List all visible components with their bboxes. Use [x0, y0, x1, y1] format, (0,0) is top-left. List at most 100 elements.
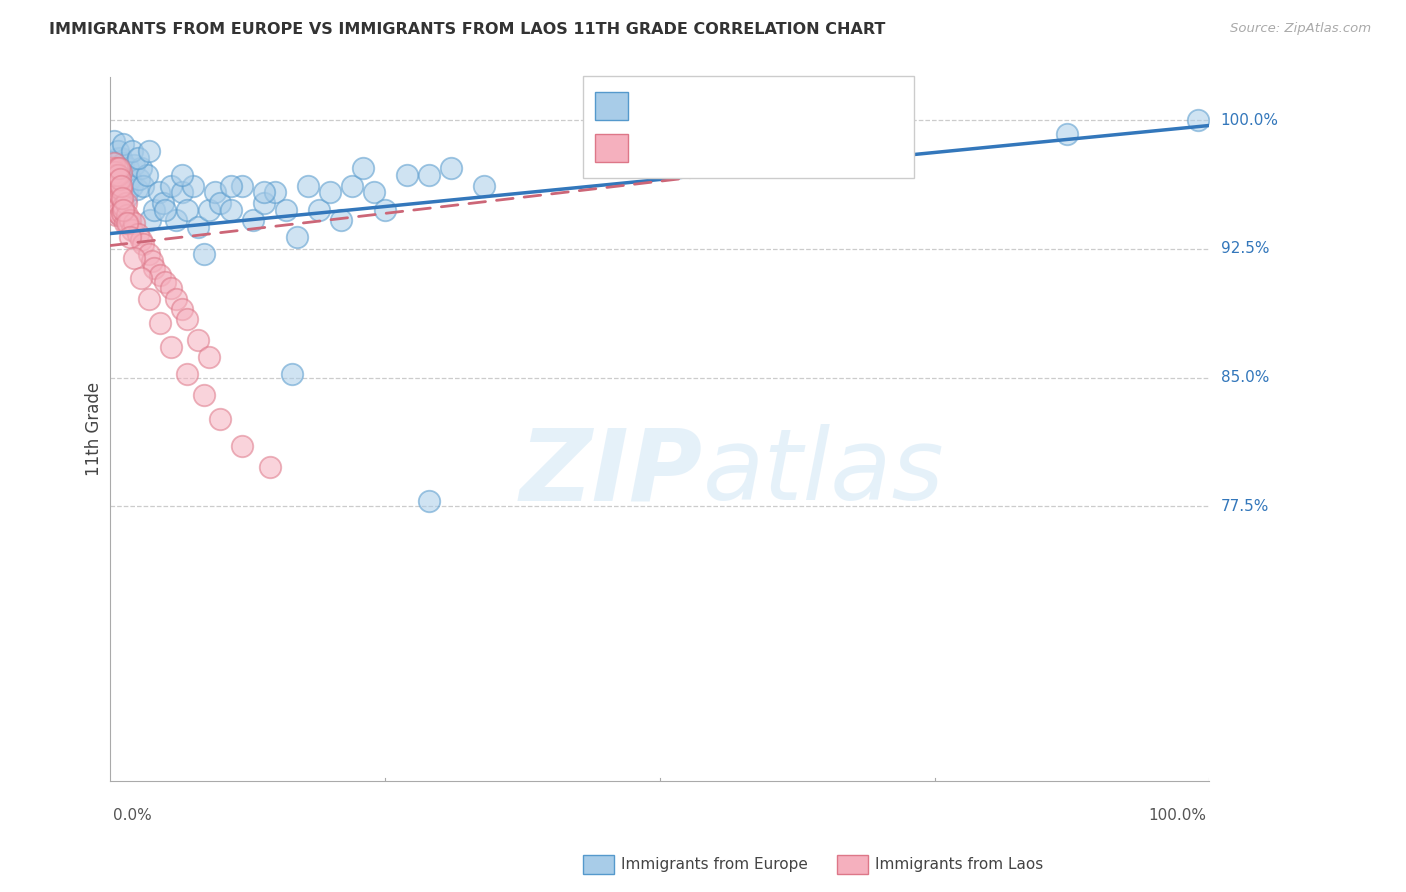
- Point: [165, 292, 187, 306]
- Point: [152, 195, 174, 210]
- Point: [115, 216, 138, 230]
- Point: [176, 367, 198, 381]
- Point: [170, 186, 193, 200]
- Point: [319, 186, 342, 200]
- Point: [124, 251, 146, 265]
- Point: [159, 340, 181, 354]
- Point: [104, 182, 127, 196]
- Point: [104, 186, 127, 200]
- Point: [143, 202, 166, 217]
- Point: [352, 161, 374, 176]
- Point: [103, 134, 125, 148]
- Point: [253, 195, 276, 210]
- Point: [112, 199, 135, 213]
- Point: [100, 168, 122, 182]
- Point: [124, 158, 146, 172]
- Text: Immigrants from Europe: Immigrants from Europe: [621, 857, 808, 871]
- Point: [103, 168, 125, 182]
- Point: [104, 168, 127, 182]
- Text: 100.0%: 100.0%: [1149, 808, 1206, 823]
- Point: [120, 212, 142, 227]
- Point: [127, 151, 149, 165]
- Point: [117, 216, 139, 230]
- Point: [107, 186, 129, 200]
- Point: [231, 178, 253, 193]
- Point: [440, 161, 463, 176]
- Point: [148, 186, 170, 200]
- Point: [108, 182, 131, 196]
- Point: [204, 186, 226, 200]
- Point: [101, 160, 124, 174]
- Point: [101, 175, 124, 189]
- Text: ZIP: ZIP: [520, 425, 703, 521]
- Point: [198, 350, 221, 364]
- Point: [105, 186, 128, 200]
- Point: [104, 182, 127, 196]
- Point: [170, 301, 193, 316]
- Point: [121, 223, 143, 237]
- Point: [115, 208, 138, 222]
- Point: [155, 275, 177, 289]
- Point: [132, 178, 155, 193]
- Text: 0.0%: 0.0%: [112, 808, 152, 823]
- Point: [100, 165, 122, 179]
- Point: [418, 494, 440, 508]
- Point: [103, 156, 125, 170]
- Point: [363, 186, 385, 200]
- Y-axis label: 11th Grade: 11th Grade: [86, 382, 103, 476]
- Point: [129, 161, 152, 176]
- Point: [110, 151, 132, 165]
- Point: [108, 161, 131, 176]
- Point: [104, 208, 127, 222]
- Point: [108, 188, 131, 202]
- Text: 100.0%: 100.0%: [1220, 112, 1278, 128]
- Text: IMMIGRANTS FROM EUROPE VS IMMIGRANTS FROM LAOS 11TH GRADE CORRELATION CHART: IMMIGRANTS FROM EUROPE VS IMMIGRANTS FRO…: [49, 22, 886, 37]
- Point: [141, 254, 163, 268]
- Point: [127, 227, 149, 241]
- Point: [101, 173, 124, 187]
- Point: [112, 156, 135, 170]
- Point: [209, 411, 232, 425]
- Point: [104, 165, 127, 179]
- Point: [259, 459, 281, 474]
- Point: [264, 186, 287, 200]
- Point: [120, 171, 142, 186]
- Point: [107, 206, 129, 220]
- Point: [276, 202, 298, 217]
- Point: [737, 151, 759, 165]
- Text: 92.5%: 92.5%: [1220, 242, 1270, 257]
- Point: [110, 182, 132, 196]
- Point: [115, 186, 138, 200]
- Point: [198, 202, 221, 217]
- Text: 77.5%: 77.5%: [1220, 499, 1268, 514]
- Point: [132, 236, 155, 251]
- Text: R = 0.383   N = 80: R = 0.383 N = 80: [637, 97, 807, 115]
- Point: [120, 230, 142, 244]
- Point: [108, 171, 131, 186]
- Point: [170, 168, 193, 182]
- Point: [159, 178, 181, 193]
- Point: [396, 168, 419, 182]
- Point: [340, 178, 363, 193]
- Point: [101, 165, 124, 179]
- Point: [128, 171, 150, 186]
- Point: [149, 268, 172, 282]
- Point: [1187, 113, 1209, 128]
- Point: [105, 199, 128, 213]
- Point: [181, 178, 204, 193]
- Text: Immigrants from Laos: Immigrants from Laos: [875, 857, 1043, 871]
- Point: [108, 208, 131, 222]
- Point: [193, 388, 215, 402]
- Point: [110, 178, 132, 193]
- Point: [165, 212, 187, 227]
- Point: [111, 206, 134, 220]
- Point: [114, 216, 136, 230]
- Point: [308, 202, 330, 217]
- Point: [117, 161, 139, 176]
- Point: [846, 134, 869, 148]
- Point: [242, 212, 264, 227]
- Point: [101, 161, 124, 176]
- Point: [114, 168, 136, 182]
- Point: [107, 145, 129, 159]
- Point: [110, 165, 132, 179]
